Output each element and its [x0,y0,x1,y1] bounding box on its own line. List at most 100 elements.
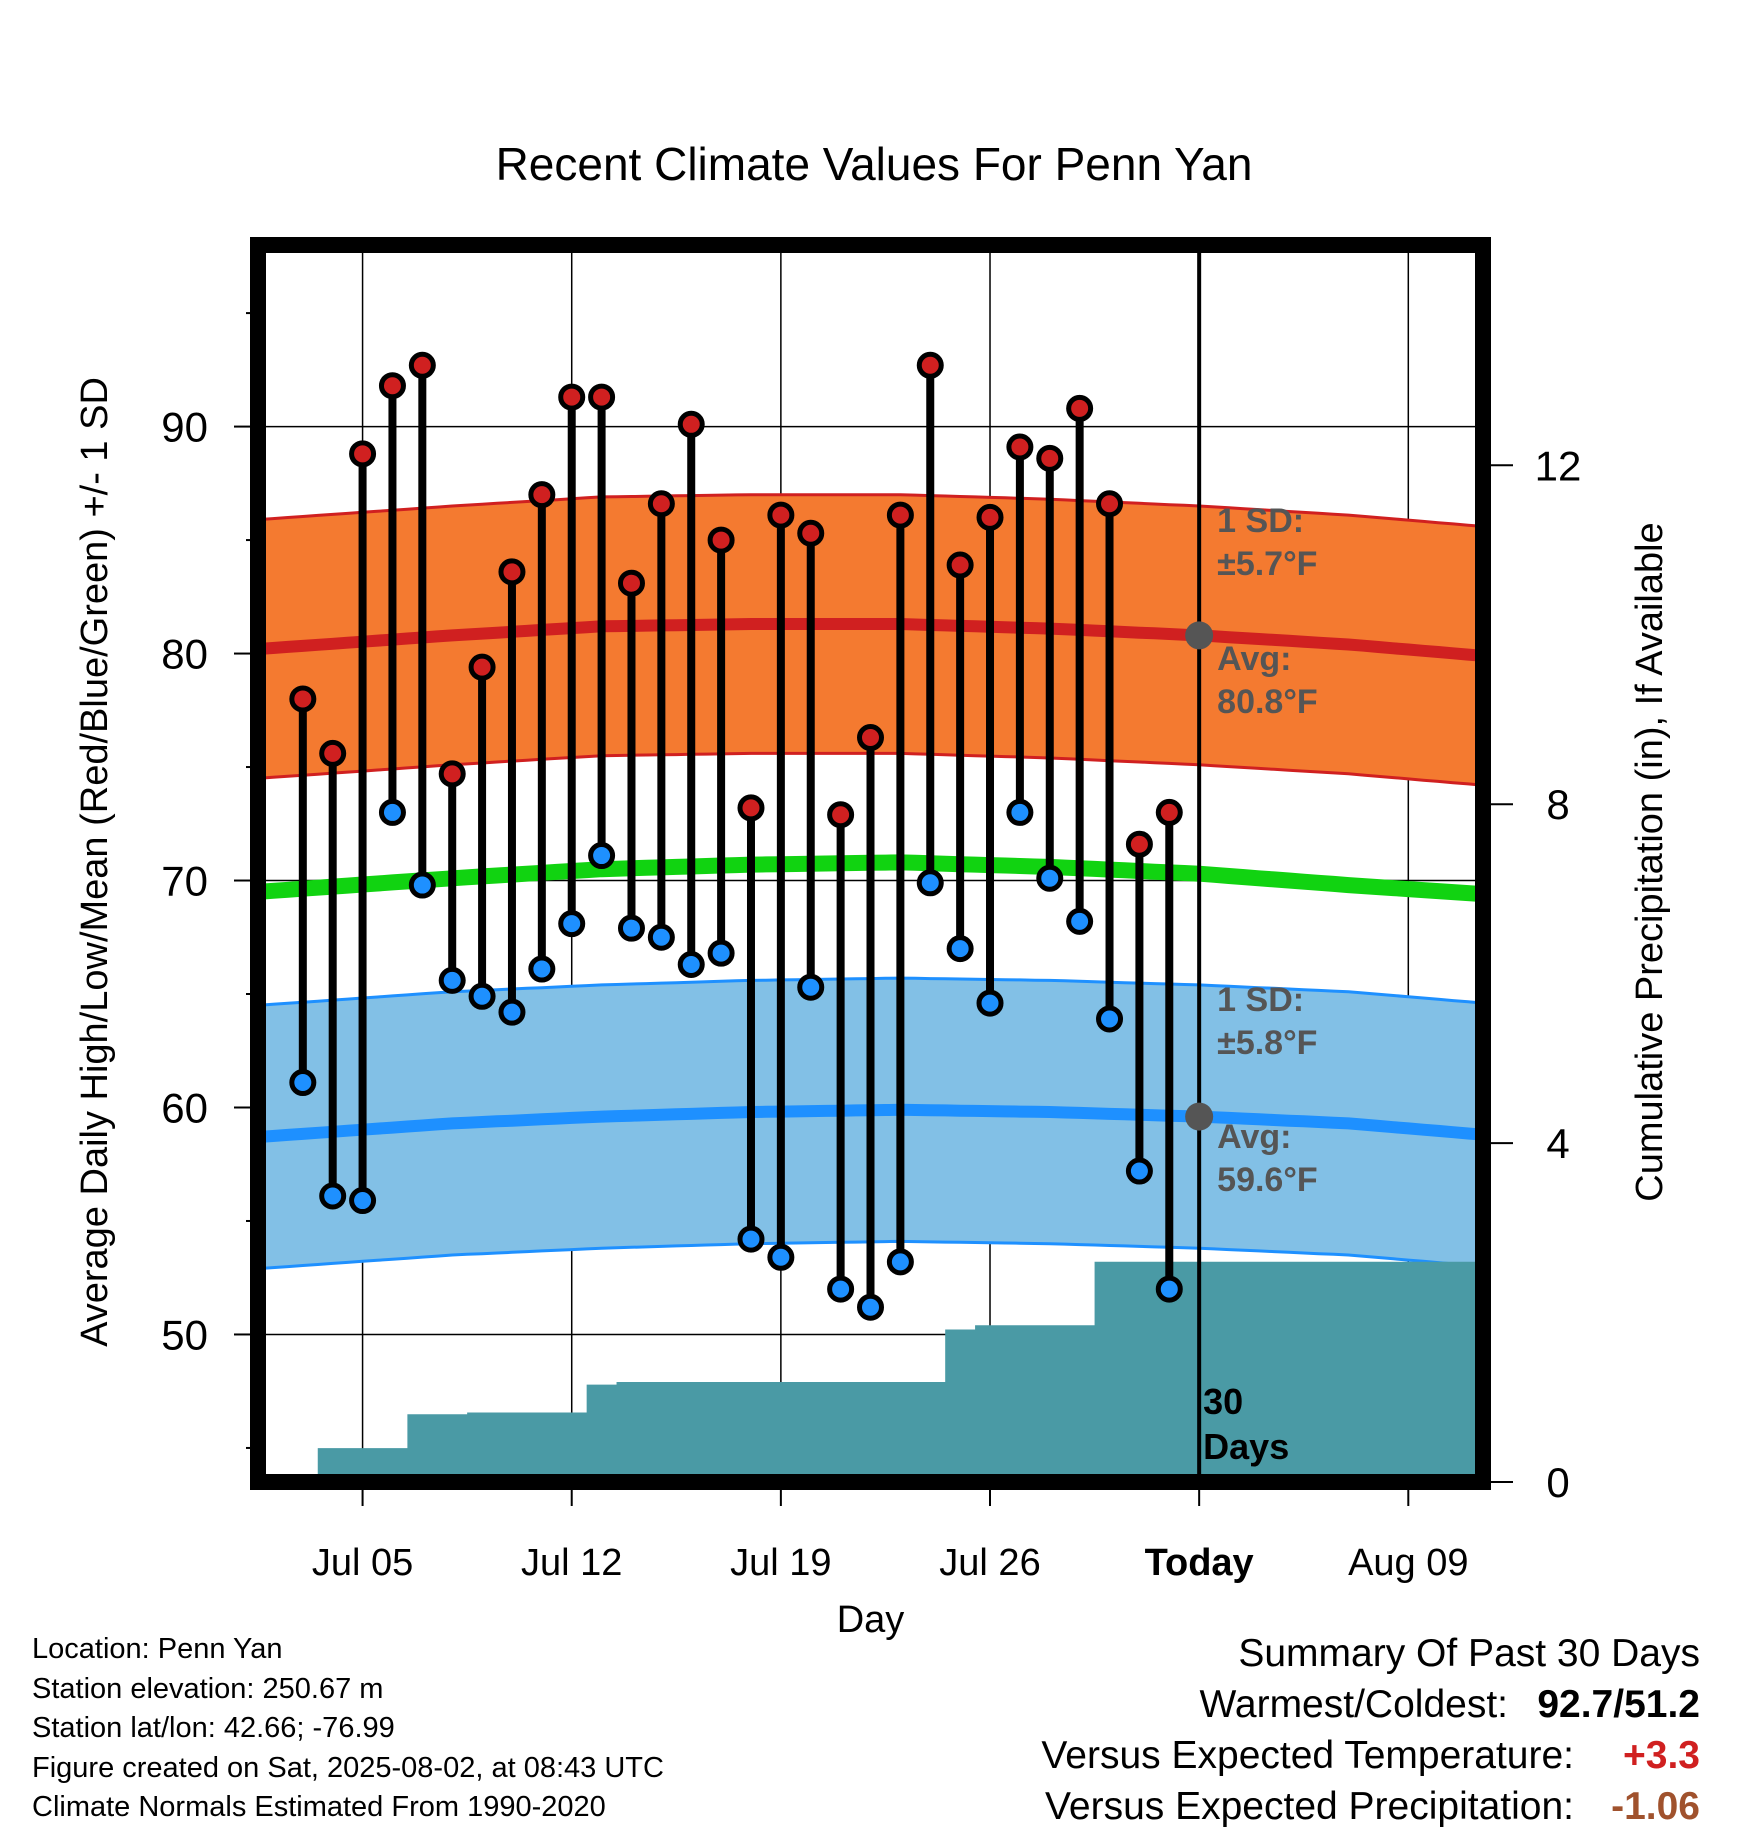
x-tick-label: Aug 09 [1348,1542,1468,1584]
daily-high-point [946,551,974,579]
y-tick-label: 90 [161,404,208,451]
daily-high-point [349,440,377,468]
daily-low-point [289,1069,317,1097]
high-avg-value: 80.8°F [1217,683,1318,721]
summary-warm-cold: Warmest/Coldest: 92.7/51.2 [1041,1679,1700,1730]
daily-low-point [916,869,944,897]
daily-high-point [617,569,645,597]
precipitation-area [258,1261,1483,1482]
high-avg-label: Avg: [1217,640,1291,678]
daily-low-point [498,998,526,1026]
summary-panel: Summary Of Past 30 Days Warmest/Coldest:… [1041,1628,1700,1832]
daily-high-point [827,801,855,829]
daily-low-point [677,951,705,979]
daily-high-point [857,724,884,752]
normals-period: Climate Normals Estimated From 1990-2020 [32,1791,606,1823]
summary-precip: Versus Expected Precipitation: -1.06 [1041,1781,1700,1832]
y-tick-label: 50 [161,1311,208,1358]
daily-high-point [1066,394,1094,422]
y2-tick-label: 8 [1546,781,1569,828]
daily-high-point [737,794,765,822]
daily-low-point [378,798,406,826]
station-location: Location: Penn Yan [32,1633,283,1665]
high-sd-value: ±5.7°F [1217,545,1317,583]
x-tick-label: Jul 19 [730,1542,831,1584]
daily-low-point [588,842,616,870]
daily-low-point [558,910,586,938]
temp-vs-expected-value: +3.3 [1623,1734,1700,1777]
x-tick-label: Jul 12 [521,1542,622,1584]
daily-high-point [468,653,496,681]
daily-high-point [438,760,466,788]
daily-high-point [976,503,1004,531]
y-axis-title: Average Daily High/Low/Mean (Red/Blue/Gr… [74,377,116,1347]
daily-high-point [797,519,825,547]
daily-low-point [647,923,675,951]
x-tick-label: Jul 26 [939,1542,1040,1584]
y-tick-label: 70 [161,858,208,905]
daily-low-point [1096,1005,1124,1033]
daily-low-point [319,1182,347,1210]
station-elevation: Station elevation: 250.67 m [32,1672,384,1705]
y2-tick-label: 12 [1535,442,1582,489]
y2-tick-label: 4 [1546,1120,1569,1167]
daily-low-point [1125,1157,1153,1185]
daily-high-point [1006,433,1034,461]
daily-high-point [886,501,914,529]
today-low-avg-marker [1185,1102,1214,1131]
high-sd-upper-line [257,493,1484,528]
daily-low-point [886,1248,914,1276]
daily-low-point [827,1275,855,1303]
daily-high-point [588,383,616,411]
y2-tick-label: 0 [1546,1459,1569,1506]
daily-high-point [1125,830,1153,858]
daily-low-point [707,939,735,967]
chart-title: Recent Climate Values For Penn Yan [496,138,1253,190]
y-tick-label: 80 [161,631,208,678]
daily-low-point [1155,1275,1183,1303]
today-high-avg-marker [1185,621,1214,650]
warm-cold-label: Warmest/Coldest: [1199,1683,1508,1726]
daily-high-point [408,351,436,379]
daily-low-point [408,871,436,899]
precip-vs-expected-value: -1.06 [1611,1785,1700,1828]
temp-vs-expected-label: Versus Expected Temperature: [1041,1734,1574,1777]
daily-high-point [558,383,586,411]
daily-high-point [916,351,944,379]
y2-axis-title: Cumulative Precipitation (in), If Availa… [1629,522,1671,1201]
summary-heading: Summary Of Past 30 Days [1238,1632,1700,1675]
y-tick-label: 60 [161,1084,208,1131]
station-latlon: Station lat/lon: 42.66; -76.99 [32,1712,395,1744]
daily-low-point [468,982,496,1010]
high-normal-line [257,618,1484,662]
precip-days-label-number: 30 [1203,1381,1243,1422]
daily-low-point [1066,907,1094,935]
low-avg-label: Avg: [1217,1118,1291,1156]
daily-low-point [349,1187,377,1215]
daily-high-point [677,410,705,438]
low-avg-value: 59.6°F [1217,1161,1318,1199]
warm-cold-value: 92.7/51.2 [1537,1683,1700,1726]
low-sd-label: 1 SD: [1217,981,1304,1019]
daily-high-point [707,526,735,554]
daily-low-point [946,935,974,963]
daily-high-point [1036,444,1064,472]
x-tick-label: Jul 05 [312,1542,413,1584]
daily-low-point [797,973,825,1001]
low-sd-value: ±5.8°F [1217,1024,1317,1062]
daily-low-point [617,914,645,942]
daily-high-point [767,501,795,529]
daily-high-point [528,481,556,509]
x-axis-title: Day [837,1599,905,1641]
high-sd-label: 1 SD: [1217,502,1304,540]
daily-low-point [976,989,1004,1017]
precip-vs-expected-label: Versus Expected Precipitation: [1045,1785,1574,1828]
daily-high-point [1096,490,1124,518]
daily-low-point [857,1293,884,1321]
high-sd-band [258,494,1483,786]
daily-high-point [319,739,347,767]
daily-low-point [438,966,466,994]
daily-high-point [498,558,526,586]
daily-high-point [647,490,675,518]
